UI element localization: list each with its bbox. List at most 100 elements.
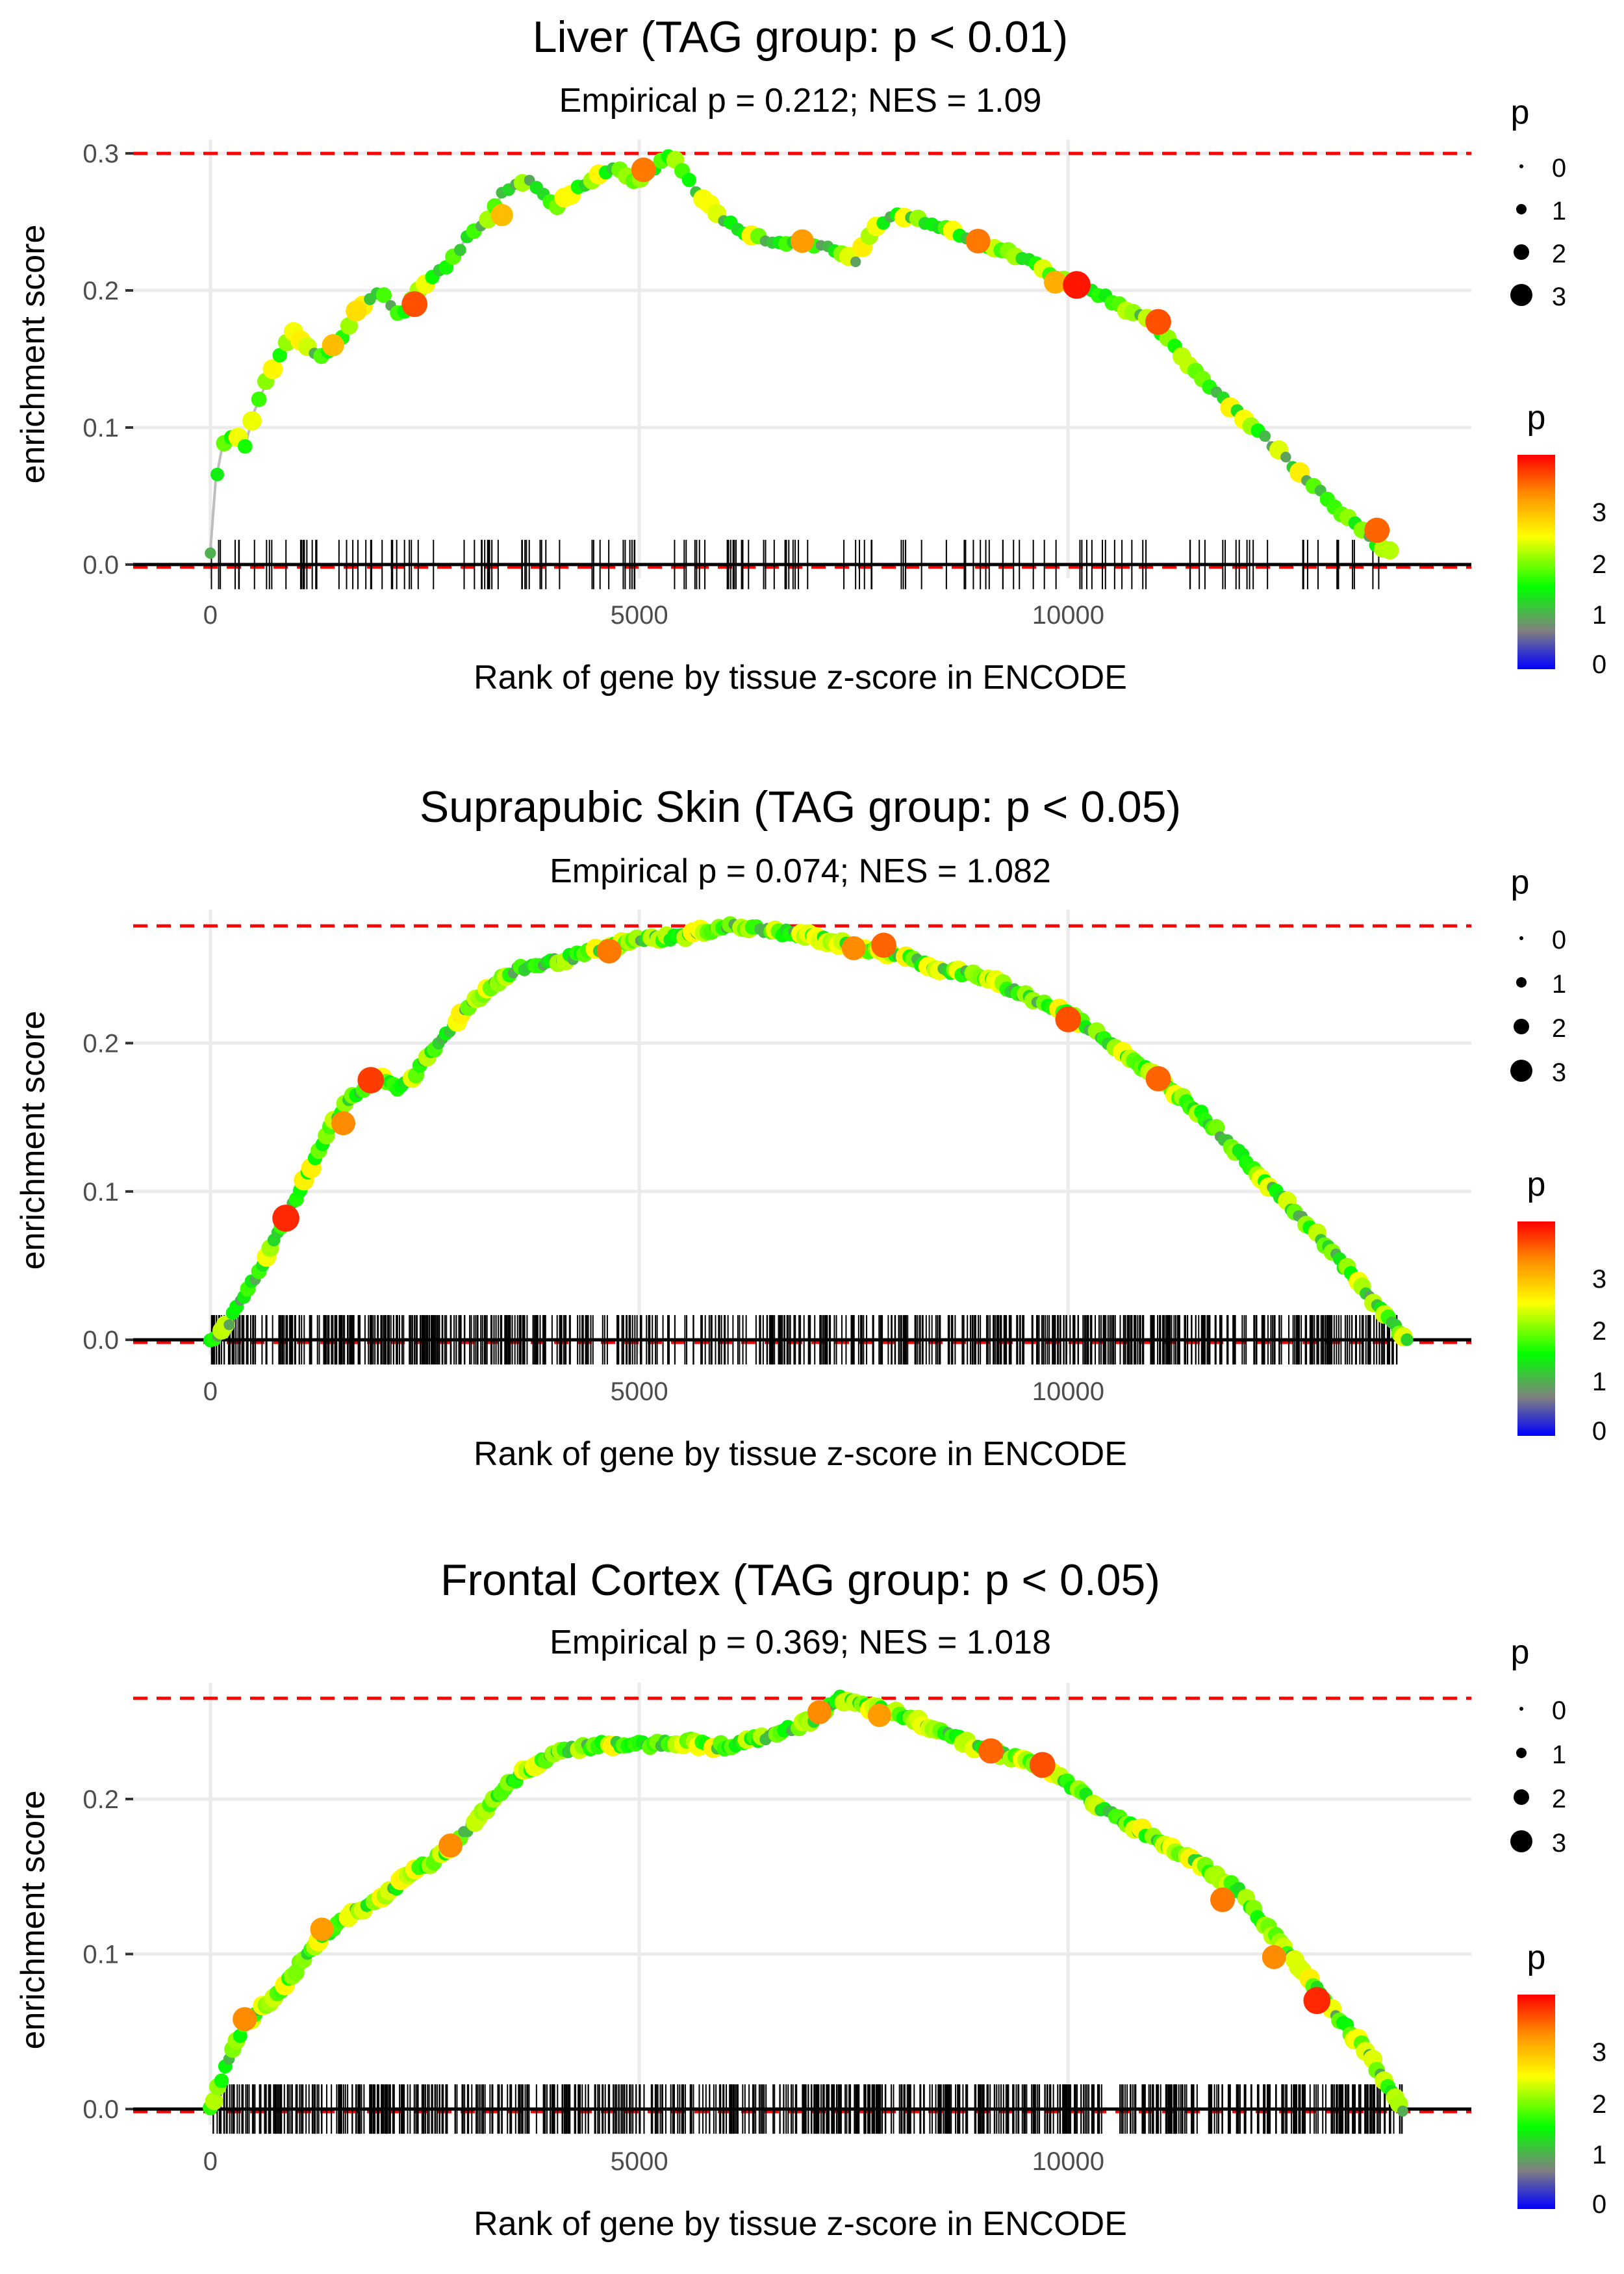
es-highlight-point [346, 300, 367, 322]
es-highlight-point [490, 203, 513, 227]
es-highlight-point [596, 938, 622, 964]
y-tick-label: 0.2 [82, 277, 119, 305]
size-legend: p 0 1 2 3 [1510, 863, 1566, 1087]
y-tick-label: 0.0 [82, 551, 119, 580]
es-highlight-point [322, 334, 344, 357]
es-point [242, 411, 262, 431]
size-legend-label: 2 [1552, 240, 1566, 268]
colorbar-label: 2 [1592, 2090, 1606, 2119]
es-highlight-point [790, 229, 815, 253]
plot-area: 0 5000 10000 0.0 0.1 0.2 [82, 910, 1471, 1406]
es-highlight-point [272, 1205, 299, 1232]
x-axis-label: Rank of gene by tissue z-score in ENCODE [474, 2205, 1127, 2243]
y-tick-label: 0.3 [82, 140, 119, 168]
size-legend-dot [1514, 1789, 1529, 1805]
es-point [205, 2091, 223, 2110]
y-axis-label: enrichment score [14, 1791, 52, 2050]
es-point [1401, 1333, 1414, 1346]
color-legend: p 3 2 1 0 [1517, 1939, 1606, 2219]
size-legend-dot [1514, 244, 1529, 260]
es-point [251, 391, 267, 407]
es-highlight-point [807, 1700, 831, 1724]
x-tick-label: 5000 [611, 601, 668, 630]
size-legend-dot [1519, 164, 1523, 168]
x-tick-label: 5000 [611, 1377, 668, 1406]
colorbar-label: 1 [1592, 601, 1606, 630]
colorbar-label: 3 [1592, 2038, 1606, 2067]
panel-liver: Liver (TAG group: p < 0.01) Empirical p … [14, 12, 1606, 696]
es-highlight-point [233, 2007, 257, 2032]
colorbar-label: 1 [1592, 1368, 1606, 1396]
color-legend-title: p [1527, 399, 1546, 437]
color-legend: p 3 2 1 0 [1517, 1166, 1606, 1446]
es-points [203, 1689, 1408, 2117]
es-highlight-point [978, 1738, 1004, 1764]
plot-area: 0 5000 10000 0.0 0.1 0.2 0.3 [82, 140, 1471, 630]
size-legend: p 0 1 2 3 [1510, 1633, 1566, 1858]
es-point [210, 467, 224, 481]
size-legend-label: 0 [1552, 1696, 1566, 1725]
chart-title: Frontal Cortex (TAG group: p < 0.05) [440, 1555, 1160, 1605]
es-point [453, 244, 466, 257]
size-legend-dot [1510, 1830, 1532, 1852]
es-point [233, 2028, 247, 2043]
x-tick-label: 0 [203, 1377, 218, 1406]
es-point [850, 256, 861, 268]
es-point [1259, 430, 1271, 442]
size-legend-dot [1519, 1707, 1523, 1711]
size-legend-dot [1514, 1019, 1529, 1034]
plot-area: 0 5000 10000 0.0 0.1 0.2 [82, 1683, 1471, 2176]
es-point [205, 547, 216, 559]
colorbar [1517, 455, 1555, 669]
size-legend-dot [1510, 1060, 1532, 1082]
es-curve [209, 925, 1408, 1341]
es-highlight-point [1043, 270, 1067, 294]
size-legend-label: 0 [1552, 926, 1566, 954]
es-point [1397, 2105, 1408, 2117]
es-highlight-point [841, 936, 866, 960]
colorbar-label: 0 [1592, 1417, 1606, 1446]
es-highlight-point [1303, 1987, 1331, 2014]
es-point [262, 359, 283, 379]
x-tick-label: 0 [203, 2147, 218, 2176]
colorbar-label: 3 [1592, 498, 1606, 527]
es-points [203, 916, 1414, 1348]
colorbar-label: 2 [1592, 550, 1606, 579]
es-point [214, 2073, 229, 2088]
x-tick-label: 10000 [1032, 601, 1104, 630]
size-legend-dot [1516, 204, 1527, 214]
chart-subtitle: Empirical p = 0.212; NES = 1.09 [559, 82, 1042, 120]
es-point [223, 1319, 235, 1331]
x-axis-label: Rank of gene by tissue z-score in ENCODE [474, 1435, 1127, 1473]
y-tick-label: 0.1 [82, 1941, 119, 1969]
y-tick-label: 0.1 [82, 414, 119, 442]
es-curve [209, 151, 1387, 552]
es-highlight-point [965, 229, 991, 254]
panel-frontal-cortex: Frontal Cortex (TAG group: p < 0.05) Emp… [14, 1555, 1606, 2243]
es-point [375, 287, 392, 303]
size-legend-label: 1 [1552, 1741, 1566, 1769]
size-legend: p 0 1 2 3 [1510, 94, 1566, 311]
size-legend-dot [1519, 936, 1523, 940]
es-highlight-point [438, 1833, 463, 1858]
color-legend-title: p [1527, 1166, 1546, 1203]
colorbar-label: 2 [1592, 1317, 1606, 1346]
es-highlight-point [1262, 1945, 1286, 1969]
size-legend-label: 1 [1552, 197, 1566, 225]
size-legend-dot [1510, 284, 1532, 306]
y-tick-label: 0.2 [82, 1030, 119, 1058]
size-legend-label: 3 [1552, 1829, 1566, 1858]
es-highlight-point [867, 1704, 891, 1728]
chart-subtitle: Empirical p = 0.369; NES = 1.018 [550, 1624, 1051, 1661]
size-legend-label: 1 [1552, 970, 1566, 999]
es-highlight-point [1029, 1752, 1056, 1778]
x-tick-label: 5000 [611, 2147, 668, 2176]
es-point [272, 348, 287, 363]
chart-title: Suprapubic Skin (TAG group: p < 0.05) [420, 782, 1181, 832]
size-legend-label: 2 [1552, 1785, 1566, 1813]
y-tick-label: 0.0 [82, 1326, 119, 1355]
es-point [340, 316, 359, 335]
es-highlight-point [1364, 517, 1390, 543]
size-legend-dot [1516, 1748, 1527, 1758]
